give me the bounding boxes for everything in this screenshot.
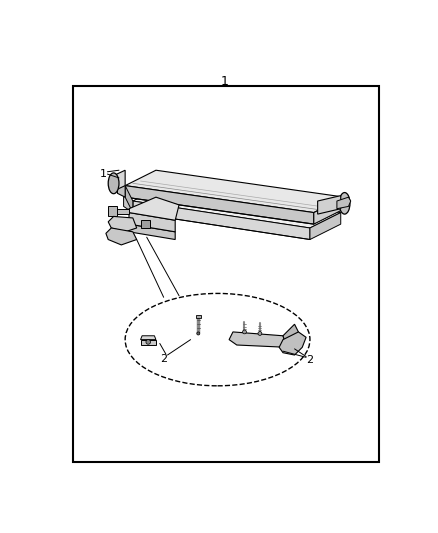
Polygon shape — [125, 170, 345, 213]
Polygon shape — [113, 170, 125, 191]
Polygon shape — [108, 206, 117, 216]
Text: 1: 1 — [221, 75, 228, 88]
Polygon shape — [108, 216, 137, 232]
Polygon shape — [106, 228, 137, 245]
Ellipse shape — [339, 192, 350, 214]
Ellipse shape — [125, 294, 310, 386]
Polygon shape — [117, 209, 129, 214]
Bar — [141, 220, 150, 228]
Polygon shape — [129, 213, 175, 232]
Polygon shape — [229, 332, 287, 348]
Polygon shape — [283, 324, 298, 348]
Polygon shape — [314, 197, 345, 224]
Circle shape — [197, 332, 200, 335]
Polygon shape — [133, 185, 341, 228]
Polygon shape — [141, 336, 156, 340]
Polygon shape — [125, 185, 133, 213]
Polygon shape — [124, 195, 133, 213]
Polygon shape — [318, 196, 341, 214]
Polygon shape — [133, 201, 310, 239]
Polygon shape — [337, 197, 351, 209]
Polygon shape — [310, 213, 341, 239]
Polygon shape — [129, 197, 179, 220]
Polygon shape — [117, 182, 125, 197]
Circle shape — [243, 330, 247, 334]
Circle shape — [146, 340, 151, 344]
Polygon shape — [125, 185, 314, 224]
Ellipse shape — [108, 173, 119, 193]
Text: 2: 2 — [160, 354, 167, 364]
Text: 1: 1 — [100, 169, 107, 179]
Circle shape — [258, 332, 262, 335]
Polygon shape — [129, 224, 175, 239]
Text: 2: 2 — [307, 356, 314, 366]
Bar — [196, 315, 201, 318]
Polygon shape — [279, 332, 306, 355]
Polygon shape — [141, 340, 156, 345]
